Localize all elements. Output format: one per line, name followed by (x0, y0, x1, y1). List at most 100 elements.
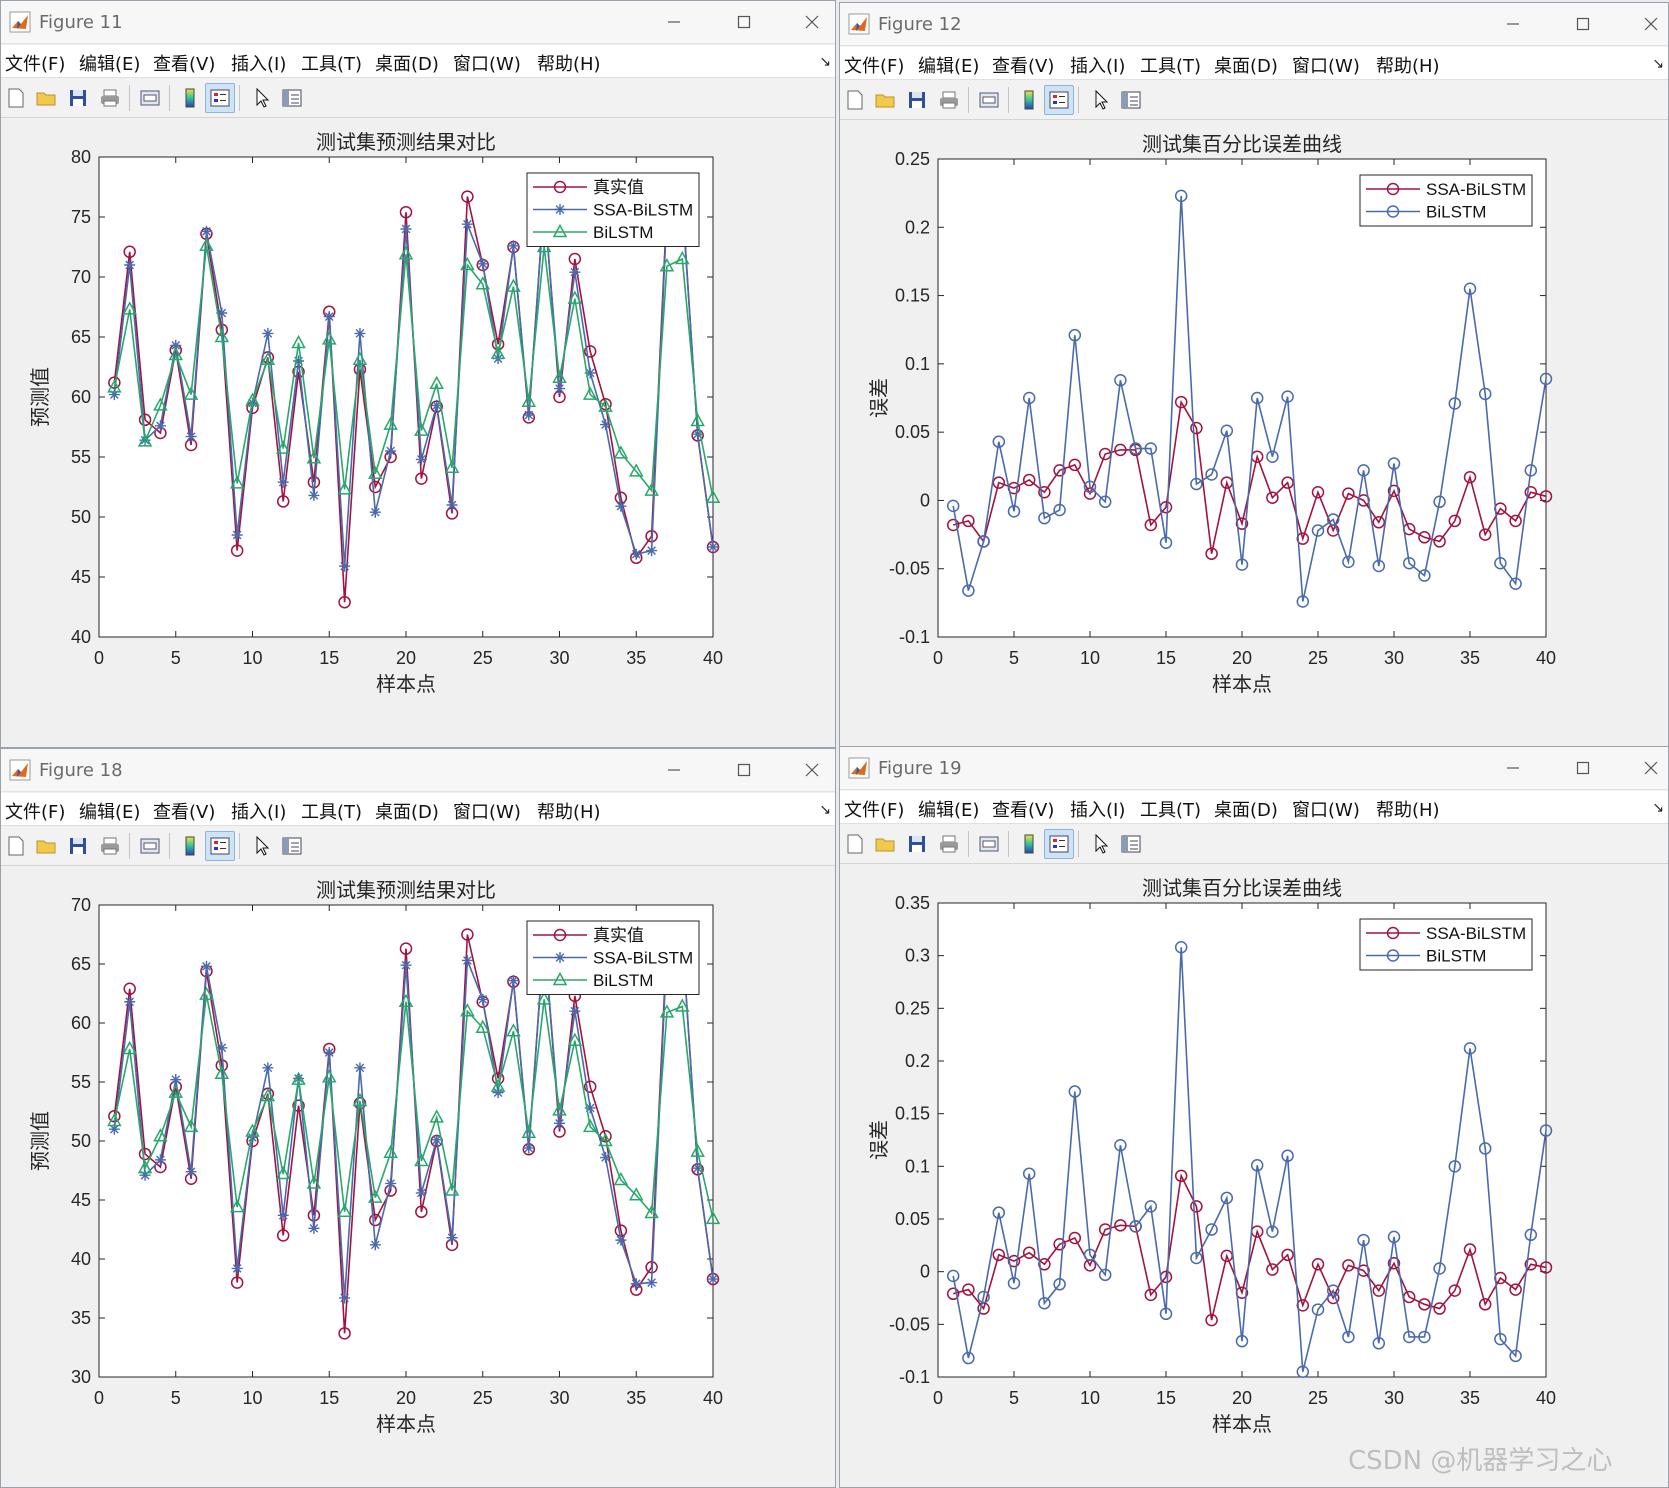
title-bar[interactable]: Figure 19 (840, 747, 1668, 790)
open-button[interactable] (870, 85, 900, 115)
menu-edit[interactable]: 编辑(E) (918, 56, 980, 77)
menu-insert[interactable]: 插入(I) (1070, 800, 1126, 821)
colorbar-button[interactable] (1014, 829, 1044, 859)
link-plot-button[interactable] (974, 85, 1004, 115)
figure-window-12[interactable]: Figure 12 文件(F) 编辑(E) 查看(V) 插入(I) 工具(T) … (839, 2, 1669, 748)
close-button[interactable] (797, 755, 827, 785)
line-chart[interactable]: 0 5 10 15 20 25 30 35 40 -0.1 -0.05 0 0.05 0.1 0.15 0.2… (840, 865, 1669, 1488)
new-figure-button[interactable] (1, 83, 31, 113)
dock-arrow-icon[interactable]: ↘ (1652, 800, 1664, 816)
menu-desktop[interactable]: 桌面(D) (1214, 56, 1278, 77)
property-editor-button[interactable] (1116, 85, 1146, 115)
select-button[interactable] (247, 83, 277, 113)
legend-button[interactable] (1044, 829, 1074, 859)
menu-insert[interactable]: 插入(I) (231, 54, 287, 75)
legend-button[interactable] (205, 83, 235, 113)
menu-desktop[interactable]: 桌面(D) (375, 54, 439, 75)
print-button[interactable] (95, 83, 125, 113)
menu-window[interactable]: 窗口(W) (1292, 800, 1360, 821)
select-button[interactable] (1086, 85, 1116, 115)
menu-tools[interactable]: 工具(T) (1140, 800, 1202, 821)
link-plot-button[interactable] (135, 831, 165, 861)
legend-button[interactable] (205, 831, 235, 861)
property-editor-button[interactable] (1116, 829, 1146, 859)
menu-edit[interactable]: 编辑(E) (79, 802, 141, 823)
menu-help[interactable]: 帮助(H) (537, 54, 601, 75)
maximize-button[interactable] (729, 755, 759, 785)
open-button[interactable] (31, 831, 61, 861)
line-chart[interactable]: 0 5 10 15 20 25 30 35 40 40 45 50 55 60 65 70 75 80 测试集预测结… (1, 119, 836, 748)
menu-tools[interactable]: 工具(T) (1140, 56, 1202, 77)
menu-window[interactable]: 窗口(W) (453, 54, 521, 75)
link-plot-button[interactable] (974, 829, 1004, 859)
new-figure-button[interactable] (1, 831, 31, 861)
close-button[interactable] (1636, 9, 1666, 39)
figure-canvas[interactable]: 0 5 10 15 20 25 30 35 40 40 45 50 55 60 65 70 75 80 测试集预测结… (1, 119, 835, 747)
menu-view[interactable]: 查看(V) (992, 56, 1055, 77)
menu-tools[interactable]: 工具(T) (301, 54, 363, 75)
menu-view[interactable]: 查看(V) (153, 54, 216, 75)
dock-arrow-icon[interactable]: ↘ (819, 54, 831, 70)
menu-edit[interactable]: 编辑(E) (79, 54, 141, 75)
minimize-button[interactable] (659, 755, 689, 785)
colorbar-button[interactable] (175, 831, 205, 861)
print-button[interactable] (934, 829, 964, 859)
menu-desktop[interactable]: 桌面(D) (1214, 800, 1278, 821)
property-editor-button[interactable] (277, 831, 307, 861)
save-button[interactable] (902, 829, 932, 859)
menu-file[interactable]: 文件(F) (844, 800, 905, 821)
menu-file[interactable]: 文件(F) (5, 54, 66, 75)
menu-window[interactable]: 窗口(W) (453, 802, 521, 823)
colorbar-button[interactable] (1014, 85, 1044, 115)
menu-insert[interactable]: 插入(I) (1070, 56, 1126, 77)
new-figure-button[interactable] (840, 85, 870, 115)
title-bar[interactable]: Figure 11 (1, 1, 835, 44)
title-bar[interactable]: Figure 12 (840, 3, 1668, 46)
print-button[interactable] (95, 831, 125, 861)
menu-desktop[interactable]: 桌面(D) (375, 802, 439, 823)
maximize-button[interactable] (729, 7, 759, 37)
select-button[interactable] (1086, 829, 1116, 859)
save-button[interactable] (63, 83, 93, 113)
menu-view[interactable]: 查看(V) (992, 800, 1055, 821)
title-bar[interactable]: Figure 18 (1, 749, 835, 792)
menu-help[interactable]: 帮助(H) (1376, 56, 1440, 77)
select-button[interactable] (247, 831, 277, 861)
link-plot-button[interactable] (135, 83, 165, 113)
figure-canvas[interactable]: 0 5 10 15 20 25 30 35 40 -0.1 -0.05 0 0.05 0.1 0.15 0.2… (840, 121, 1668, 747)
menu-view[interactable]: 查看(V) (153, 802, 216, 823)
legend-button[interactable] (1044, 85, 1074, 115)
menu-help[interactable]: 帮助(H) (537, 802, 601, 823)
close-button[interactable] (1636, 753, 1666, 783)
figure-window-18[interactable]: Figure 18 文件(F) 编辑(E) 查看(V) 插入(I) 工具(T) … (0, 748, 836, 1488)
colorbar-button[interactable] (175, 83, 205, 113)
menu-tools[interactable]: 工具(T) (301, 802, 363, 823)
save-button[interactable] (63, 831, 93, 861)
maximize-button[interactable] (1568, 753, 1598, 783)
line-chart[interactable]: 0 5 10 15 20 25 30 35 40 -0.1 -0.05 0 0.05 0.1 0.15 0.2… (840, 121, 1669, 748)
new-figure-button[interactable] (840, 829, 870, 859)
dock-arrow-icon[interactable]: ↘ (819, 802, 831, 818)
figure-window-11[interactable]: Figure 11 文件(F) 编辑(E) 查看(V) 插入(I) 工具(T) … (0, 0, 836, 748)
menu-file[interactable]: 文件(F) (5, 802, 66, 823)
property-editor-button[interactable] (277, 83, 307, 113)
menu-file[interactable]: 文件(F) (844, 56, 905, 77)
close-button[interactable] (797, 7, 827, 37)
open-button[interactable] (870, 829, 900, 859)
menu-window[interactable]: 窗口(W) (1292, 56, 1360, 77)
menu-help[interactable]: 帮助(H) (1376, 800, 1440, 821)
print-button[interactable] (934, 85, 964, 115)
minimize-button[interactable] (659, 7, 689, 37)
minimize-button[interactable] (1498, 9, 1528, 39)
line-chart[interactable]: 0 5 10 15 20 25 30 35 40 30 35 40 45 50 55 60 65 70 测试集预测结… (1, 867, 836, 1488)
save-button[interactable] (902, 85, 932, 115)
figure-window-19[interactable]: Figure 19 文件(F) 编辑(E) 查看(V) 插入(I) 工具(T) … (839, 746, 1669, 1488)
figure-canvas[interactable]: 0 5 10 15 20 25 30 35 40 -0.1 -0.05 0 0.05 0.1 0.15 0.2… (840, 865, 1668, 1487)
menu-edit[interactable]: 编辑(E) (918, 800, 980, 821)
open-button[interactable] (31, 83, 61, 113)
minimize-button[interactable] (1498, 753, 1528, 783)
menu-insert[interactable]: 插入(I) (231, 802, 287, 823)
dock-arrow-icon[interactable]: ↘ (1652, 56, 1664, 72)
figure-canvas[interactable]: 0 5 10 15 20 25 30 35 40 30 35 40 45 50 55 60 65 70 测试集预测结… (1, 867, 835, 1487)
maximize-button[interactable] (1568, 9, 1598, 39)
